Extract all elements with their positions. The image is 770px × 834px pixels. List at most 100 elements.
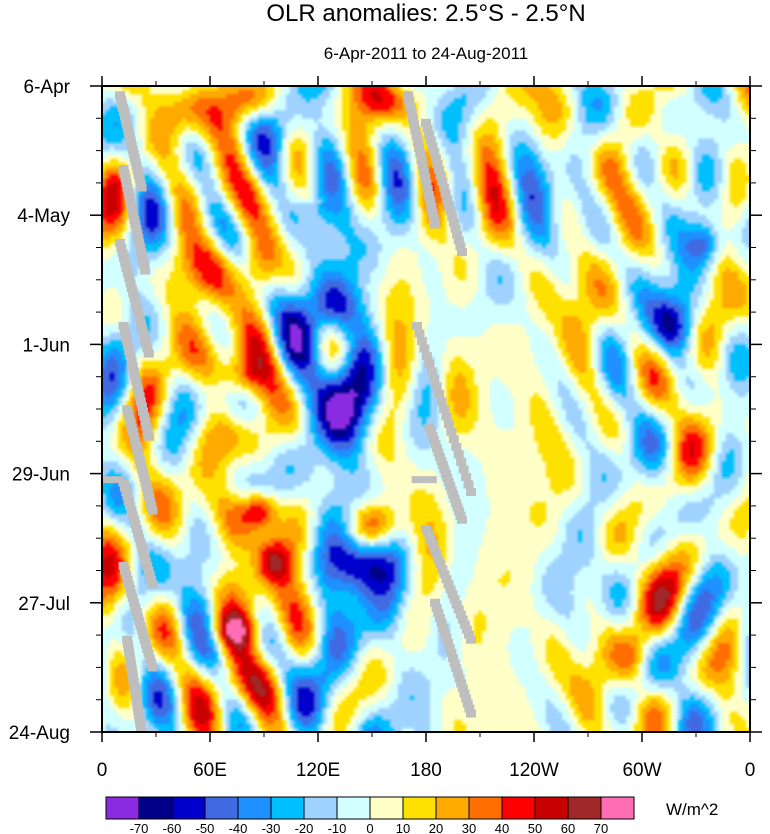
- missing-data-cell: [141, 483, 152, 492]
- missing-data-cell: [448, 490, 459, 499]
- missing-data-cell: [143, 566, 154, 575]
- missing-data-cell: [411, 476, 437, 484]
- missing-data-cell: [131, 608, 142, 617]
- missing-data-cell: [449, 659, 460, 668]
- missing-data-cell: [134, 455, 145, 464]
- colorbar-level-label: -50: [196, 821, 215, 834]
- missing-data-cell: [117, 103, 128, 112]
- missing-data-cell: [442, 195, 453, 204]
- missing-data-cell: [127, 362, 138, 371]
- missing-data-cell: [120, 259, 131, 268]
- missing-data-cell: [461, 472, 472, 481]
- missing-data-cell: [424, 359, 435, 368]
- missing-data-cell: [421, 352, 432, 361]
- x-tick-label: 60W: [622, 760, 661, 781]
- missing-data-cell: [421, 524, 431, 533]
- missing-data-cell: [143, 432, 154, 441]
- missing-data-cell: [133, 170, 144, 179]
- missing-data-cell: [130, 158, 141, 167]
- missing-data-cell: [146, 575, 157, 584]
- missing-data-cell: [126, 423, 137, 432]
- missing-data-cell: [117, 248, 128, 257]
- missing-data-cell: [432, 160, 443, 169]
- missing-data-cell: [459, 689, 470, 698]
- missing-data-cell: [140, 640, 151, 649]
- missing-data-cell: [445, 482, 456, 491]
- missing-data-cell: [137, 252, 148, 261]
- missing-data-cell: [135, 319, 146, 328]
- missing-data-cell: [126, 589, 137, 598]
- colorbar-level-label: -40: [229, 821, 248, 834]
- missing-data-cell: [124, 133, 135, 142]
- missing-data-cell: [141, 422, 152, 431]
- missing-data-cell: [434, 389, 445, 398]
- missing-data-cell: [436, 397, 447, 406]
- missing-data-cell: [453, 605, 464, 614]
- missing-data-cell: [449, 595, 460, 604]
- missing-data-cell: [420, 173, 431, 182]
- missing-data-cell: [436, 618, 447, 627]
- missing-data-cell: [127, 428, 138, 437]
- missing-data-cell: [441, 575, 452, 584]
- heatmap-field: [102, 86, 750, 732]
- missing-data-cell: [134, 175, 145, 184]
- missing-data-cell: [142, 344, 153, 353]
- missing-data-cell: [431, 382, 442, 391]
- missing-data-cell: [124, 652, 135, 661]
- missing-data-cell: [418, 167, 429, 176]
- missing-data-cell: [135, 538, 146, 547]
- missing-data-cell: [122, 635, 133, 644]
- missing-data-cell: [130, 690, 141, 699]
- missing-data-cell: [120, 332, 131, 341]
- missing-data-cell: [124, 648, 135, 657]
- missing-data-cell: [144, 654, 155, 663]
- missing-data-cell: [144, 571, 155, 580]
- missing-data-cell: [133, 707, 144, 716]
- missing-data-cell: [429, 374, 440, 383]
- missing-data-cell: [414, 144, 425, 153]
- missing-data-cell: [462, 699, 473, 708]
- missing-data-cell: [134, 238, 145, 247]
- colorbar-level-label: -10: [328, 821, 347, 834]
- missing-data-cell: [454, 507, 465, 516]
- missing-data-cell: [417, 161, 428, 170]
- colorbar-level-label: -30: [262, 821, 281, 834]
- missing-data-cell: [455, 242, 466, 251]
- missing-data-cell: [143, 349, 154, 358]
- missing-data-cell: [129, 294, 140, 303]
- missing-data-cell: [134, 715, 145, 724]
- missing-data-cell: [136, 248, 147, 257]
- missing-data-cell: [439, 183, 449, 192]
- missing-data-cell: [430, 154, 441, 163]
- missing-data-cell: [132, 698, 143, 707]
- missing-data-cell: [446, 427, 457, 436]
- missing-data-cell: [120, 116, 131, 125]
- missing-data-cell: [452, 669, 463, 678]
- missing-data-cell: [121, 264, 132, 273]
- missing-data-cell: [435, 560, 446, 569]
- missing-data-cell: [142, 644, 153, 653]
- missing-data-cell: [138, 469, 149, 478]
- missing-data-cell: [135, 460, 146, 469]
- missing-data-cell: [121, 178, 132, 187]
- colorbar-swatch: [204, 796, 239, 820]
- missing-data-cell: [409, 120, 420, 129]
- missing-data-cell: [428, 214, 439, 223]
- missing-data-cell: [451, 498, 462, 507]
- missing-data-cell: [126, 665, 137, 674]
- missing-data-cell: [440, 189, 451, 198]
- x-tick-label: 0: [745, 760, 756, 781]
- missing-data-cell: [431, 603, 442, 612]
- missing-data-cell: [447, 590, 458, 599]
- colorbar-units: W/m^2: [666, 800, 718, 819]
- missing-data-cell: [422, 124, 433, 133]
- missing-data-cell: [429, 148, 440, 157]
- missing-data-cell: [146, 658, 157, 667]
- missing-data-cell: [136, 402, 147, 411]
- missing-data-cell: [412, 138, 423, 147]
- missing-data-cell: [451, 600, 462, 609]
- missing-data-cell: [133, 529, 143, 538]
- missing-data-cell: [141, 339, 152, 348]
- missing-data-cell: [421, 179, 432, 188]
- colorbar-level-label: -70: [130, 821, 149, 834]
